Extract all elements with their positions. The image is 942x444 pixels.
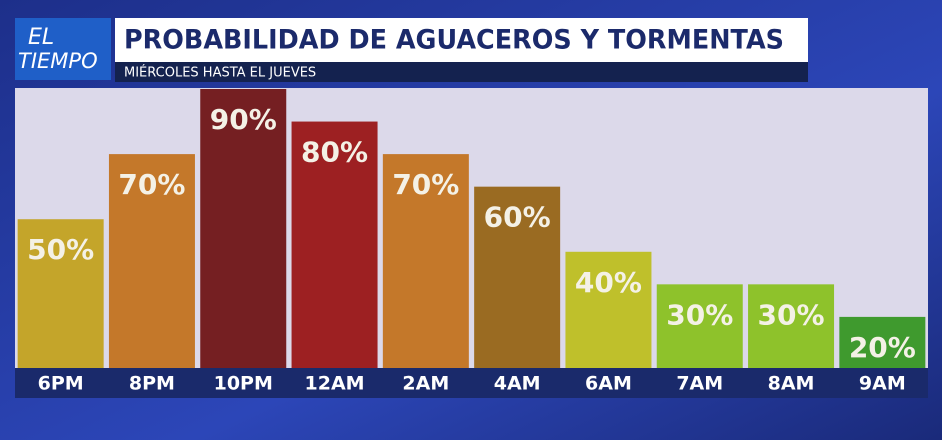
x-tick-label: 2AM	[402, 373, 449, 395]
logo-box	[15, 18, 111, 80]
value-label: 50%	[27, 233, 94, 266]
x-tick-label: 10PM	[214, 373, 273, 395]
value-label: 80%	[301, 136, 368, 169]
x-tick-label: 12AM	[305, 373, 365, 395]
logo-text: EL	[28, 25, 54, 50]
value-label: 70%	[118, 168, 185, 201]
bar	[291, 121, 378, 383]
title-box	[115, 18, 808, 62]
value-label: 30%	[666, 298, 733, 331]
bar	[200, 89, 287, 382]
value-label: 90%	[210, 103, 277, 136]
value-label: 30%	[758, 298, 825, 331]
chart-title: PROBABILIDAD DE AGUACEROS Y TORMENTAS	[124, 25, 784, 56]
logo-text: TIEMPO	[18, 49, 98, 73]
x-tick-label: 7AM	[676, 373, 723, 395]
bar	[748, 284, 835, 382]
x-tick-label: 4AM	[494, 373, 541, 395]
category-strip	[15, 368, 928, 398]
subtitle-box	[115, 62, 808, 82]
value-label: 70%	[392, 168, 459, 201]
bar	[474, 186, 561, 382]
x-tick-label: 6PM	[38, 373, 84, 395]
x-tick-label: 6AM	[585, 373, 632, 395]
bar	[565, 251, 652, 382]
x-tick-label: 8AM	[768, 373, 815, 395]
value-label: 40%	[575, 266, 642, 299]
value-label: 60%	[484, 201, 551, 234]
bar	[656, 284, 743, 382]
bar	[108, 154, 195, 382]
x-tick-label: 9AM	[859, 373, 906, 395]
x-tick-label: 8PM	[129, 373, 175, 395]
bar	[17, 219, 104, 382]
bar	[382, 154, 469, 382]
value-label: 20%	[849, 331, 916, 364]
chart-subtitle: MIÉRCOLES HASTA EL JUEVES	[124, 65, 316, 81]
